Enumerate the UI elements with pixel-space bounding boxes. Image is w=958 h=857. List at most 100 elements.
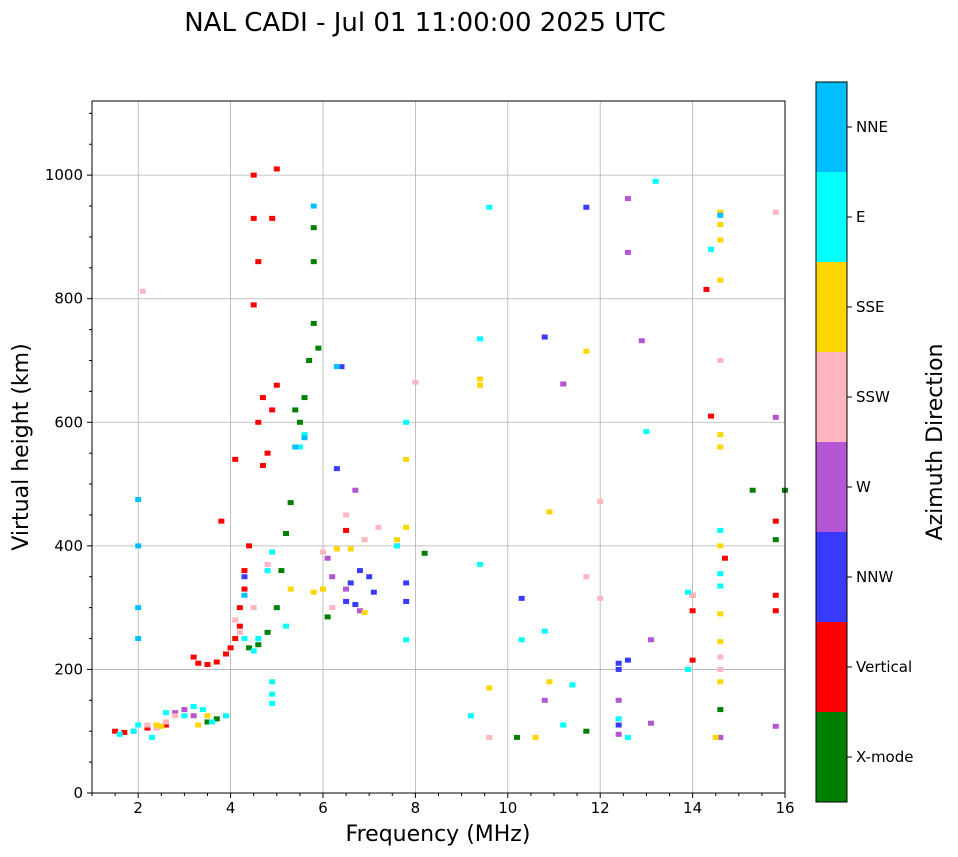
- data-point: [477, 376, 484, 382]
- data-point: [486, 204, 493, 210]
- data-point: [301, 432, 308, 438]
- data-point: [393, 543, 400, 549]
- data-point: [310, 589, 317, 595]
- y-tick-label: 400: [54, 537, 83, 555]
- data-point: [329, 605, 336, 611]
- data-point: [236, 623, 243, 629]
- x-axis-label: Frequency (MHz): [346, 822, 531, 847]
- y-tick-label: 1000: [45, 166, 83, 184]
- data-point: [643, 429, 650, 435]
- y-tick-label: 0: [73, 784, 83, 802]
- data-point: [172, 713, 179, 719]
- data-point: [195, 722, 202, 728]
- data-point: [477, 336, 484, 342]
- data-point: [255, 636, 262, 642]
- x-tick-label: 16: [775, 799, 794, 817]
- colorbar-tick-label: E: [856, 208, 865, 226]
- y-tick-label: 200: [54, 660, 83, 678]
- data-point: [278, 568, 285, 574]
- data-point: [708, 246, 715, 252]
- data-point: [269, 691, 276, 697]
- data-point: [213, 659, 220, 665]
- data-point: [356, 568, 363, 574]
- data-point: [320, 549, 326, 555]
- data-point: [347, 580, 354, 586]
- data-point: [139, 288, 146, 294]
- data-point: [232, 636, 239, 642]
- data-point: [236, 605, 243, 611]
- data-point: [292, 407, 299, 413]
- data-point: [560, 381, 567, 387]
- colorbar-tick-label: W: [856, 478, 871, 496]
- data-point: [717, 444, 724, 450]
- data-point: [717, 611, 724, 617]
- data-point: [583, 574, 590, 580]
- data-point: [343, 598, 350, 604]
- data-point: [232, 617, 239, 623]
- data-point: [467, 713, 474, 719]
- data-point: [717, 639, 724, 645]
- data-point: [209, 719, 216, 725]
- data-point: [772, 518, 779, 524]
- x-tick-label: 10: [498, 799, 517, 817]
- data-point: [333, 466, 340, 472]
- data-point: [615, 660, 622, 666]
- data-point: [310, 203, 317, 209]
- data-point: [717, 432, 724, 438]
- data-point: [264, 561, 271, 567]
- data-point: [352, 487, 359, 493]
- data-point: [259, 395, 266, 401]
- y-axis: 0 200 400 600 800 1000: [45, 112, 92, 802]
- data-point: [703, 286, 710, 292]
- data-point: [250, 648, 257, 654]
- data-point: [583, 728, 590, 734]
- data-point: [569, 682, 576, 688]
- data-point: [772, 608, 779, 614]
- data-point: [204, 719, 211, 725]
- data-point: [717, 277, 724, 283]
- data-point: [204, 661, 211, 667]
- data-point: [361, 537, 368, 543]
- data-point: [772, 537, 779, 543]
- data-point: [772, 592, 779, 598]
- data-point: [333, 364, 340, 370]
- data-point: [366, 574, 373, 580]
- data-point: [338, 364, 345, 370]
- data-point: [717, 358, 724, 363]
- data-point: [310, 225, 317, 231]
- data-point: [638, 338, 645, 344]
- data-point: [648, 720, 655, 726]
- colorbar-segment: [816, 352, 847, 442]
- data-point: [190, 713, 197, 719]
- data-point: [689, 592, 696, 598]
- data-point: [403, 456, 410, 462]
- data-point: [343, 586, 350, 592]
- colorbar-segment: [816, 82, 847, 172]
- data-point: [315, 345, 322, 351]
- data-point: [269, 679, 276, 685]
- data-point: [615, 731, 622, 737]
- data-point: [717, 527, 724, 533]
- data-point: [717, 209, 724, 215]
- data-point: [320, 586, 326, 592]
- data-point: [310, 259, 317, 265]
- data-point: [648, 637, 655, 643]
- data-point: [412, 379, 419, 385]
- data-point: [717, 237, 724, 243]
- colorbar-tick-label: X-mode: [856, 748, 913, 766]
- data-point: [421, 550, 428, 556]
- data-point: [204, 713, 211, 719]
- data-point: [370, 589, 377, 595]
- data-point: [624, 249, 631, 255]
- data-point: [241, 592, 248, 598]
- data-point: [213, 716, 220, 722]
- data-point: [532, 734, 539, 740]
- data-point: [158, 723, 165, 729]
- data-point: [324, 614, 331, 620]
- data-point: [717, 707, 724, 713]
- data-point: [273, 382, 280, 388]
- data-point: [403, 524, 410, 530]
- data-point: [222, 713, 229, 719]
- data-point: [255, 642, 262, 648]
- data-point: [749, 487, 756, 493]
